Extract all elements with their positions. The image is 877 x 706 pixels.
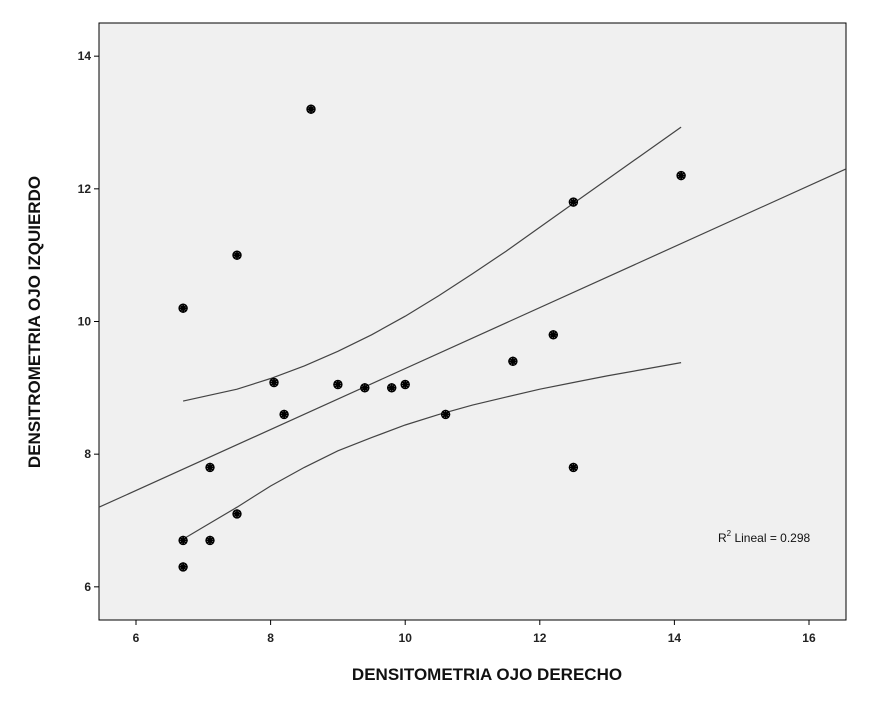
data-point <box>279 409 289 420</box>
data-point <box>333 379 343 390</box>
r-squared-superscript: 2 <box>727 529 732 538</box>
y-tick-label: 8 <box>84 447 91 461</box>
confidence-upper-layer <box>182 126 682 402</box>
data-point <box>306 104 316 114</box>
data-point <box>178 562 188 572</box>
x-axis: 6 8 10 12 14 16 <box>133 620 816 645</box>
regression-line <box>98 168 847 508</box>
data-point <box>400 379 410 390</box>
data-point <box>360 383 370 393</box>
fit-line-layer <box>98 168 847 508</box>
data-point <box>178 303 188 313</box>
confidence-band-upper <box>182 126 682 402</box>
data-point <box>232 250 242 260</box>
r-squared-annotation: R2 Lineal = 0.298 <box>718 529 811 545</box>
x-tick-label: 16 <box>802 631 816 645</box>
data-point <box>269 377 279 388</box>
r-squared-base: R <box>718 531 727 545</box>
r-squared-text: Lineal = 0.298 <box>731 531 810 545</box>
data-point <box>387 383 397 393</box>
plot-area <box>98 22 847 621</box>
confidence-lower-layer <box>182 362 682 540</box>
x-tick-label: 6 <box>133 631 140 645</box>
data-point <box>205 462 215 473</box>
y-tick-label: 14 <box>78 49 92 63</box>
y-tick-label: 10 <box>78 315 92 329</box>
x-tick-label: 8 <box>267 631 274 645</box>
data-point <box>568 462 579 473</box>
x-tick-label: 10 <box>399 631 413 645</box>
data-point <box>568 197 579 207</box>
y-tick-label: 6 <box>84 580 91 594</box>
data-point <box>676 170 686 181</box>
data-point <box>548 330 558 340</box>
y-axis: 6 8 10 12 14 <box>78 49 99 594</box>
x-tick-label: 12 <box>533 631 547 645</box>
data-point <box>508 356 518 366</box>
x-tick-label: 14 <box>668 631 682 645</box>
y-tick-label: 12 <box>78 182 92 196</box>
data-point <box>178 535 188 546</box>
confidence-band-lower <box>182 362 682 540</box>
data-point <box>440 409 451 420</box>
points-layer <box>178 104 686 572</box>
y-axis-title: DENSITROMETRIA OJO IZQUIERDO <box>25 176 44 468</box>
x-axis-title: DENSITOMETRIA OJO DERECHO <box>352 665 622 684</box>
data-point <box>232 509 242 519</box>
data-point <box>205 535 215 546</box>
